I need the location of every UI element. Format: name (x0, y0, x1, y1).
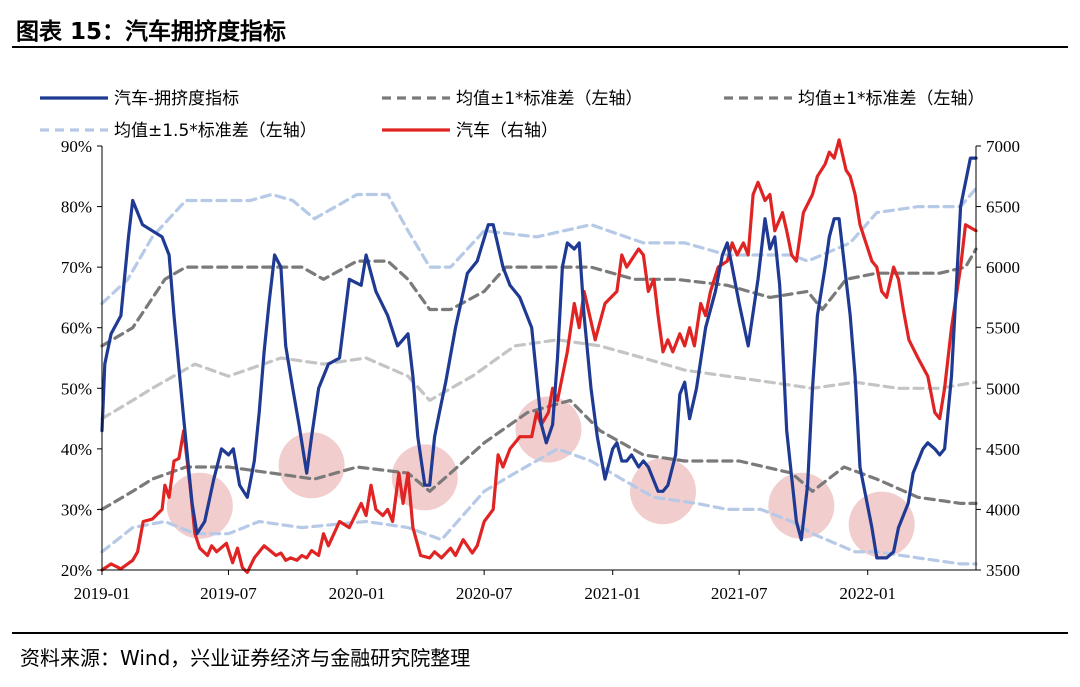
figure-title: 图表 15：汽车拥挤度指标 (16, 19, 287, 45)
x-tick-label: 2020-07 (456, 584, 513, 603)
legend-label-4: 均值±1.5*标准差（左轴） (114, 121, 317, 141)
right-tick-label: 7000 (986, 137, 1020, 156)
right-tick-label: 6500 (986, 198, 1020, 217)
highlight-circle-7 (848, 491, 915, 558)
x-tick-label: 2020-01 (329, 584, 386, 603)
title-rule (12, 46, 1068, 48)
left-tick-label: 30% (61, 500, 92, 519)
right-tick-label: 3500 (986, 561, 1020, 580)
x-tick-label: 2022-01 (839, 584, 896, 603)
right-tick-label: 6000 (986, 258, 1020, 277)
mean-plus-1sd-line (100, 247, 978, 348)
line-layer (100, 138, 978, 574)
left-tick-label: 70% (61, 258, 92, 277)
left-tick-label: 40% (61, 440, 92, 459)
mean-minus-1sd-line (100, 398, 978, 511)
x-tick-label: 2021-07 (711, 584, 768, 603)
x-tick-label: 2019-01 (74, 584, 131, 603)
left-tick-label: 80% (61, 198, 92, 217)
crowding-line-chart: 20% 30% 40% 50% 60% 70% 80% 90% 3500 4000 4500 5000… (40, 89, 1020, 603)
source-note: 资料来源：Wind，兴业证券经济与金融研究院整理 (20, 646, 471, 670)
car-index-line (100, 138, 978, 574)
left-tick-label: 20% (61, 561, 92, 580)
legend-label-1: 汽车-拥挤度指标 (114, 89, 239, 109)
left-tick-label: 60% (61, 319, 92, 338)
x-tick-label: 2021-01 (584, 584, 641, 603)
legend-label-2: 均值±1*标准差（左轴） (456, 89, 643, 109)
highlight-circle-1 (166, 472, 233, 539)
right-tick-label: 4500 (986, 440, 1020, 459)
mean-plus-1-5sd-line (100, 186, 978, 306)
band-layer (100, 186, 978, 566)
x-tick-label: 2019-07 (200, 584, 257, 603)
right-tick-label: 5000 (986, 379, 1020, 398)
right-tick-label: 5500 (986, 319, 1020, 338)
axis-layer: 20% 30% 40% 50% 60% 70% 80% 90% 3500 4000 4500 5000… (61, 137, 1020, 603)
mean-minus-1-5sd-line (100, 338, 978, 421)
right-tick-label: 4000 (986, 500, 1020, 519)
mean-line (100, 447, 978, 566)
legend-label-3: 均值±1*标准差（左轴） (798, 89, 985, 109)
legend: 汽车-拥挤度指标 均值±1*标准差（左轴） 均值±1*标准差（左轴） 均值±1.5*标… (40, 89, 985, 141)
highlight-circle-4 (515, 396, 582, 463)
highlight-circle-6 (768, 472, 835, 539)
highlight-circle-2 (278, 432, 345, 499)
crowding-index-line (100, 156, 978, 560)
source-rule (12, 632, 1068, 634)
left-tick-label: 50% (61, 379, 92, 398)
left-tick-label: 90% (61, 137, 92, 156)
legend-label-5: 汽车（右轴） (456, 121, 558, 141)
